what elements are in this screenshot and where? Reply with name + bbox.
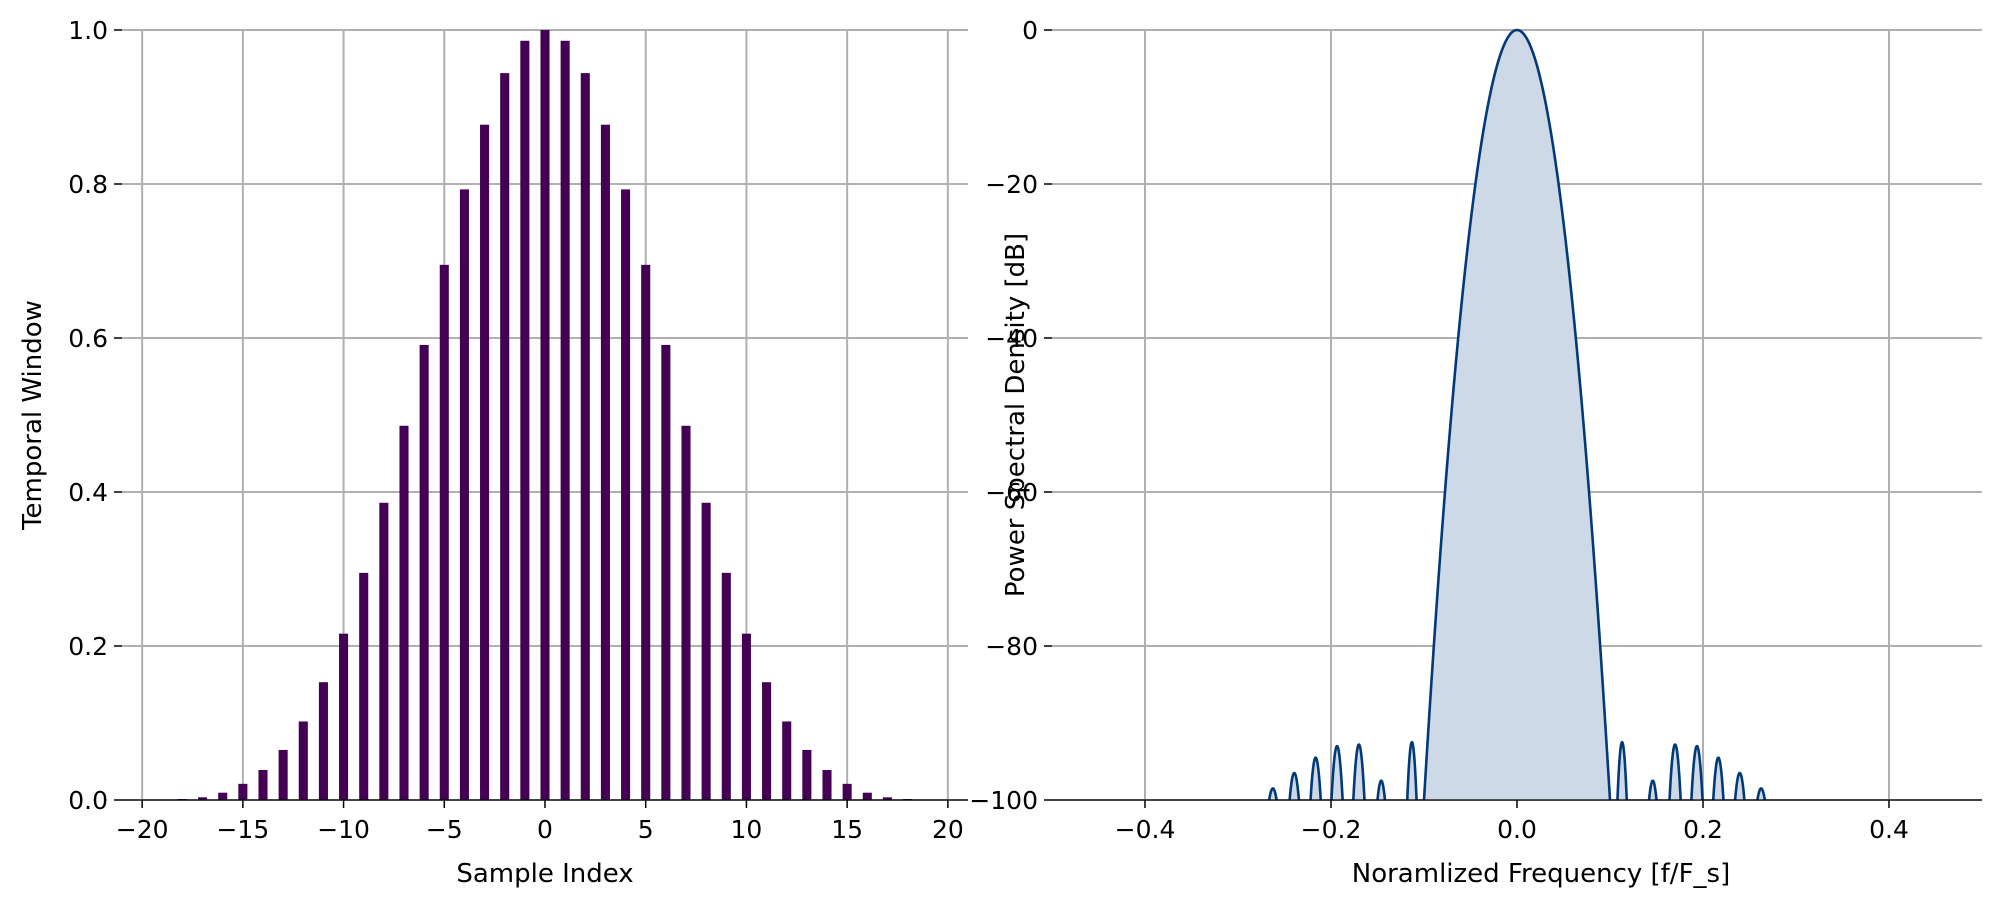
right-y-tick-label: −20 [985, 170, 1038, 199]
left-y-tick-label: 0.8 [68, 170, 108, 199]
bar [882, 797, 892, 800]
bar [802, 749, 812, 800]
left-x-tick-label: 10 [731, 815, 763, 844]
right-y-tick-label: −100 [969, 786, 1038, 815]
sidelobe-line [1690, 744, 1704, 801]
sidelobe-fill [1310, 757, 1321, 800]
left-x-tick-label: −15 [216, 815, 269, 844]
right-y-tick-label: −60 [985, 478, 1038, 507]
bar [641, 264, 651, 801]
right-y-tick-label: −40 [985, 324, 1038, 353]
bar [298, 721, 308, 800]
left-y-tick-label: 0.2 [68, 632, 108, 661]
bar [500, 73, 510, 801]
bar [238, 783, 248, 800]
left-x-tick-label: −10 [317, 815, 370, 844]
bar [379, 502, 389, 800]
bar [842, 783, 852, 800]
bar [198, 797, 208, 800]
power-spectral-density-chart: −0.4 −0.2 0.0 0.2 0.4 −100 −80 −60 −40 −20 0 Nora… [969, 16, 1982, 889]
bar [419, 344, 429, 800]
left-y-axis-label: Temporal Window [18, 300, 48, 531]
bar [399, 425, 409, 800]
right-x-tick-label: 0.4 [1869, 815, 1909, 844]
sidelobe-line [1711, 756, 1725, 801]
right-y-tick-label: −80 [985, 632, 1038, 661]
right-x-tick-label: −0.4 [1115, 815, 1176, 844]
left-y-tick-label: 0.4 [68, 478, 108, 507]
sidelobe-line [1668, 743, 1682, 801]
bar [218, 792, 228, 800]
bar [701, 502, 711, 800]
right-area [1267, 28, 1767, 801]
bar [459, 189, 469, 800]
left-x-tick-label: 5 [638, 815, 654, 844]
sidelobe-line [1756, 787, 1767, 801]
bar [359, 572, 369, 800]
bar [540, 30, 550, 800]
sidelobe-line [1376, 779, 1387, 801]
right-y-ticks: −100 −80 −60 −40 −20 0 [969, 16, 1052, 815]
sidelobe-line [1352, 743, 1366, 801]
bar [862, 792, 872, 800]
sidelobe-line [1647, 779, 1658, 801]
right-x-tick-label: −0.2 [1301, 815, 1362, 844]
sidelobe-line [1288, 771, 1301, 801]
bar [439, 264, 449, 801]
left-y-tick-label: 0.6 [68, 324, 108, 353]
left-x-tick-label: 15 [831, 815, 863, 844]
bar [721, 572, 731, 800]
bar [822, 769, 832, 800]
right-y-axis-label: Power Spectral Density [dB] [1001, 233, 1031, 597]
sidelobe-line [1309, 756, 1323, 801]
right-x-tick-label: 0.2 [1683, 815, 1723, 844]
left-x-tick-label: 0 [537, 815, 553, 844]
right-x-ticks: −0.4 −0.2 0.0 0.2 0.4 [1115, 800, 1909, 844]
right-x-tick-label: 0.0 [1497, 815, 1537, 844]
mainlobe-line [1422, 28, 1612, 801]
bar [520, 40, 530, 800]
left-x-tick-label: −5 [426, 815, 463, 844]
sidelobe-fill [1713, 757, 1724, 800]
temporal-window-chart: −20 −15 −10 −5 0 5 10 15 20 0.0 0.2 0.4 0.6 0.8 1.0 S… [18, 16, 968, 889]
left-y-tick-label: 0.0 [68, 786, 108, 815]
bar [339, 633, 349, 800]
sidelobe-line [1267, 787, 1278, 801]
left-x-tick-label: 20 [932, 815, 964, 844]
bar [600, 124, 610, 800]
bar [621, 189, 631, 800]
bar [480, 124, 490, 800]
right-x-axis-label: Noramlized Frequency [f/F_s] [1352, 859, 1730, 889]
bar [782, 721, 792, 800]
right-y-tick-label: 0 [1022, 16, 1038, 45]
bar [741, 633, 751, 800]
sidelobe-line [1330, 744, 1344, 801]
left-y-ticks: 0.0 0.2 0.4 0.6 0.8 1.0 [68, 16, 122, 815]
bar [762, 682, 772, 800]
left-bars [177, 30, 913, 801]
left-x-tick-label: −20 [116, 815, 169, 844]
left-x-axis-label: Sample Index [456, 859, 633, 889]
bar [318, 682, 328, 800]
bar [278, 749, 288, 800]
sidelobe-line [1733, 771, 1746, 801]
left-y-tick-label: 1.0 [68, 16, 108, 45]
left-x-ticks: −20 −15 −10 −5 0 5 10 15 20 [116, 800, 964, 844]
sidelobe-line [1616, 740, 1629, 801]
bar [580, 73, 590, 801]
bar [258, 769, 268, 800]
bar [681, 425, 691, 800]
sidelobe-line [1405, 740, 1418, 801]
bar [560, 40, 570, 800]
bar [661, 344, 671, 800]
